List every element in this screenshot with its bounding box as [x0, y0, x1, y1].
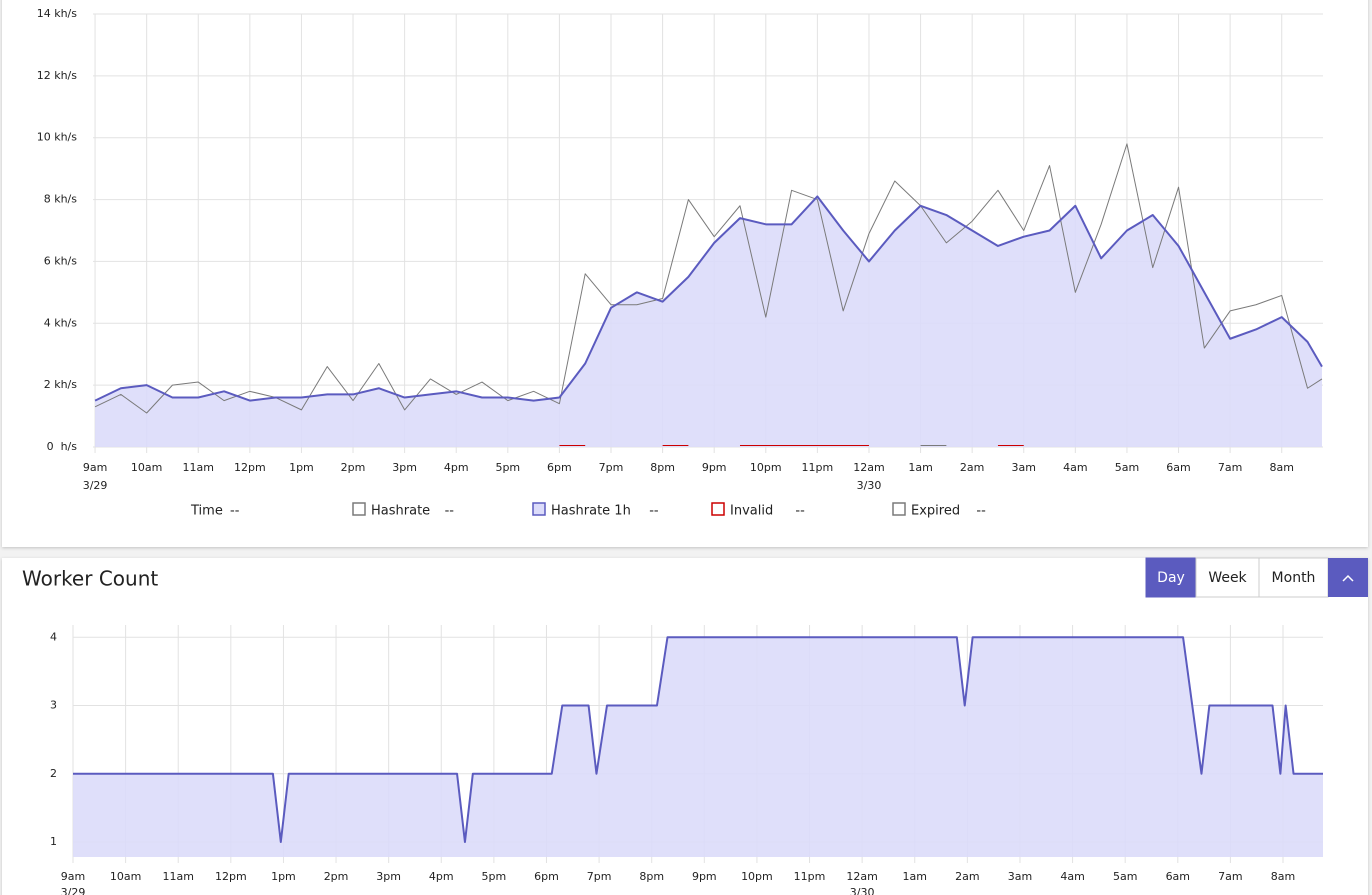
x-tick-label: 6pm: [534, 870, 559, 883]
x-tick-label: 5pm: [495, 461, 520, 474]
y-tick-label: 0 h/s: [47, 440, 78, 453]
x-tick-label: 9am: [61, 870, 85, 883]
x-tick-label: 12pm: [215, 870, 247, 883]
legend-entry: Invalid: [730, 504, 773, 519]
date-label: 3/29: [61, 886, 86, 895]
area-fill: [73, 637, 1323, 857]
x-tick-label: 7am: [1218, 461, 1242, 474]
x-tick-label: 5am: [1113, 870, 1137, 883]
x-tick-label: 12am: [846, 870, 877, 883]
legend-value: --: [445, 504, 455, 519]
x-tick-label: 3am: [1008, 870, 1032, 883]
y-tick-label: 6 kh/s: [44, 254, 78, 267]
legend-value: --: [649, 504, 659, 519]
x-tick-label: 2am: [960, 461, 984, 474]
panel-title: Worker Count: [22, 567, 158, 591]
legend-value: --: [795, 504, 805, 519]
series-line: [94, 143, 1323, 414]
y-tick-label: 2 kh/s: [44, 378, 78, 391]
date-label: 3/30: [857, 479, 882, 492]
y-tick-label: 14 kh/s: [37, 7, 78, 20]
x-tick-label: 8pm: [639, 870, 664, 883]
range-button[interactable]: [1195, 557, 1260, 598]
legend-value: --: [976, 504, 986, 519]
x-tick-label: 9am: [83, 461, 107, 474]
x-tick-label: 11pm: [794, 870, 826, 883]
x-tick-label: 2pm: [341, 461, 366, 474]
range-button-label[interactable]: Month: [1272, 570, 1316, 586]
range-button-label[interactable]: Day: [1157, 570, 1185, 586]
series-line: [94, 195, 1323, 402]
range-button[interactable]: [1258, 557, 1329, 598]
x-tick-label: 3pm: [376, 870, 401, 883]
x-tick-label: 11pm: [802, 461, 834, 474]
x-tick-label: 5am: [1115, 461, 1139, 474]
x-tick-label: 1pm: [271, 870, 296, 883]
legend-swatch: [532, 502, 546, 516]
x-tick-label: 12am: [853, 461, 884, 474]
legend-value: --: [230, 504, 240, 519]
range-button-label[interactable]: Week: [1208, 570, 1247, 586]
x-tick-label: 4pm: [444, 461, 469, 474]
y-tick-label: 4: [50, 630, 57, 643]
legend-entry: Hashrate 1h: [551, 504, 631, 519]
x-tick-label: 4am: [1060, 870, 1084, 883]
x-tick-label: 4pm: [429, 870, 454, 883]
x-tick-label: 6pm: [547, 461, 572, 474]
date-label: 3/29: [83, 479, 108, 492]
x-tick-label: 7pm: [587, 870, 612, 883]
legend-swatch: [352, 502, 366, 516]
x-tick-label: 10am: [131, 461, 162, 474]
chevron-icon: [1342, 574, 1354, 582]
range-button[interactable]: [1145, 557, 1197, 598]
x-tick-label: 6am: [1166, 870, 1190, 883]
legend-swatch: [711, 502, 725, 516]
legend-entry: Expired: [911, 504, 960, 519]
legend-swatch: [892, 502, 906, 516]
area-fill: [95, 196, 1322, 447]
x-tick-label: 9pm: [692, 870, 717, 883]
y-tick-label: 10 kh/s: [37, 131, 78, 144]
y-tick-label: 3: [50, 699, 57, 712]
x-tick-label: 1pm: [289, 461, 314, 474]
collapse-button[interactable]: [1328, 558, 1368, 597]
x-tick-label: 11am: [183, 461, 214, 474]
series-line: [73, 636, 1323, 843]
x-tick-label: 8pm: [650, 461, 675, 474]
x-tick-label: 1am: [908, 461, 932, 474]
x-tick-label: 5pm: [482, 870, 507, 883]
x-tick-label: 2am: [955, 870, 979, 883]
x-tick-label: 11am: [162, 870, 193, 883]
x-tick-label: 10pm: [741, 870, 773, 883]
y-tick-label: 4 kh/s: [44, 316, 78, 329]
x-tick-label: 8am: [1269, 461, 1293, 474]
x-tick-label: 6am: [1166, 461, 1190, 474]
x-tick-label: 9pm: [702, 461, 727, 474]
x-tick-label: 7am: [1218, 870, 1242, 883]
x-tick-label: 10am: [110, 870, 141, 883]
x-tick-label: 3pm: [392, 461, 417, 474]
y-tick-label: 2: [50, 767, 57, 780]
x-tick-label: 12pm: [234, 461, 266, 474]
date-label: 3/30: [850, 886, 875, 895]
x-tick-label: 8am: [1271, 870, 1295, 883]
x-tick-label: 1am: [903, 870, 927, 883]
x-tick-label: 7pm: [599, 461, 624, 474]
legend-label: Time: [190, 504, 223, 519]
y-tick-label: 8 kh/s: [44, 193, 78, 206]
x-tick-label: 4am: [1063, 461, 1087, 474]
x-tick-label: 10pm: [750, 461, 782, 474]
y-tick-label: 1: [50, 835, 57, 848]
y-tick-label: 12 kh/s: [37, 69, 78, 82]
x-tick-label: 2pm: [324, 870, 349, 883]
x-tick-label: 3am: [1012, 461, 1036, 474]
legend-entry: Hashrate: [371, 504, 430, 519]
